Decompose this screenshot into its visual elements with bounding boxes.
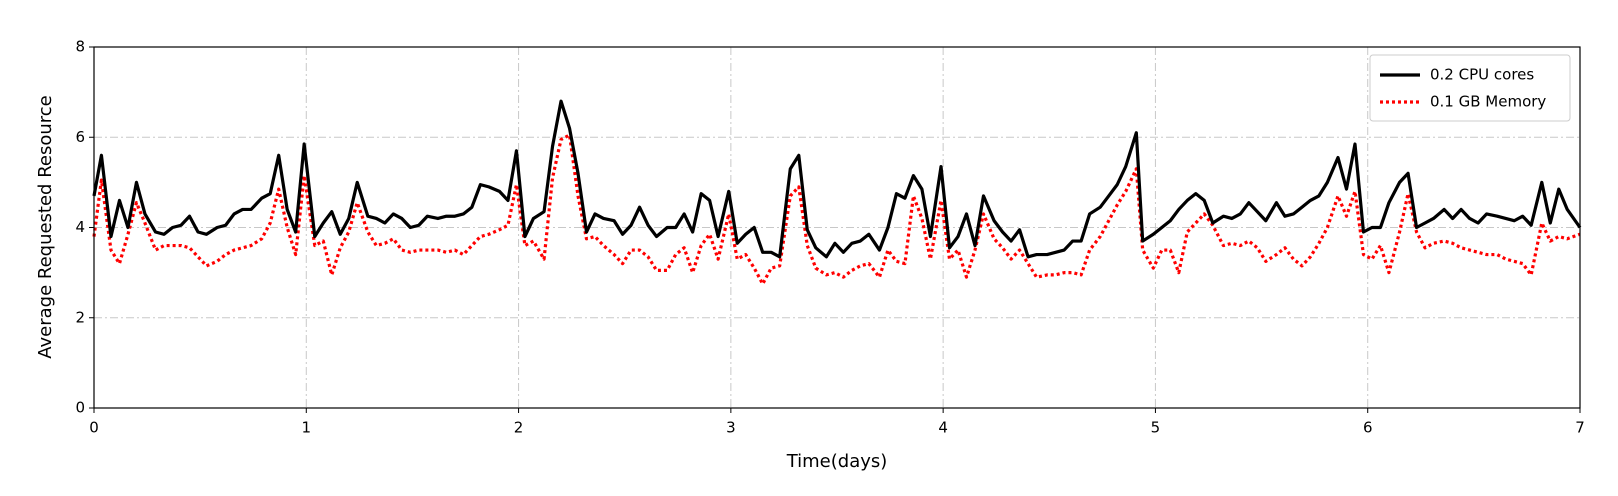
y-axis-label: Average Requested Resource: [35, 95, 56, 359]
x-axis-label: Time(days): [786, 451, 888, 472]
x-tick-label: 3: [726, 419, 736, 437]
y-tick-label: 4: [75, 218, 85, 236]
legend-box: [1369, 54, 1571, 122]
series-line: [92, 133, 1581, 286]
x-tick-label: 0: [89, 419, 99, 437]
series-line: [92, 99, 1582, 259]
x-tick-label: 2: [514, 419, 524, 437]
legend-label: 0.1 GB Memory: [1430, 93, 1546, 111]
x-tick-label: 5: [1151, 419, 1161, 437]
x-tick-label: 4: [938, 419, 948, 437]
x-tick-label: 1: [302, 419, 312, 437]
x-tick-label: 7: [1575, 419, 1585, 437]
y-tick-label: 0: [75, 399, 85, 417]
plot-frame: [93, 46, 1581, 409]
y-tick-label: 6: [75, 128, 85, 146]
y-tick-label: 2: [75, 308, 85, 326]
y-tick-label: 8: [75, 38, 85, 56]
legend-label: 0.2 CPU cores: [1430, 66, 1534, 84]
x-tick-label: 6: [1363, 419, 1373, 437]
